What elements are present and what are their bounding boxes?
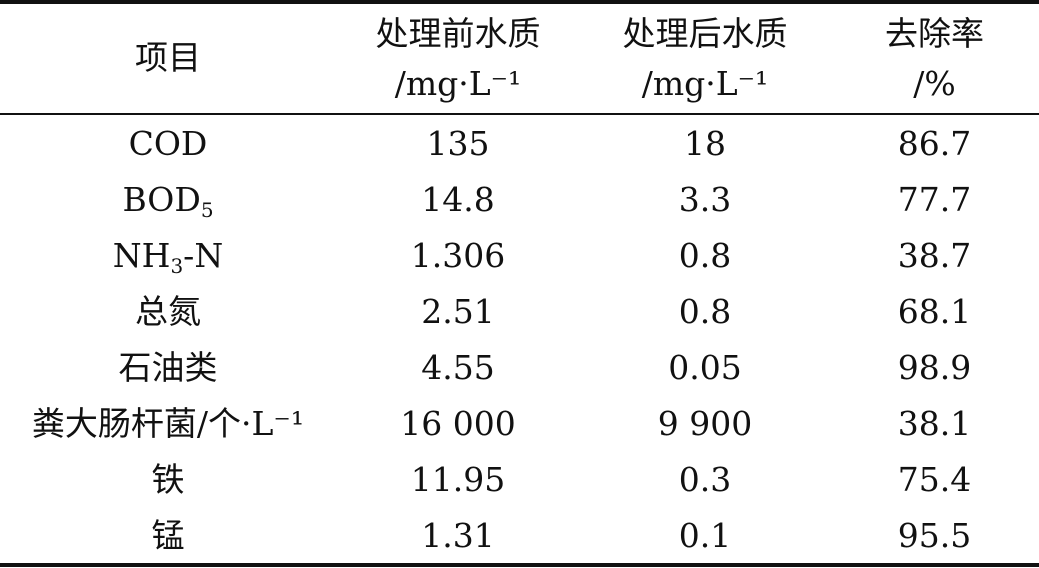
table-cell-before: 16 000 (400, 404, 516, 443)
header-after-line2: /mg·L⁻¹ (641, 64, 769, 103)
table-bottom-rule (0, 563, 1039, 567)
table-cell-rate: 98.9 (897, 348, 972, 387)
table-cell-rate: 38.1 (897, 404, 972, 443)
table-cell-after: 0.8 (678, 236, 732, 275)
table-cell-rate: 38.7 (897, 236, 972, 275)
header-before-line1: 处理前水质 (375, 14, 541, 53)
table-cell-rate: 75.4 (897, 460, 972, 499)
table-cell-after: 0.3 (678, 460, 732, 499)
table-cell-after: 0.8 (678, 292, 732, 331)
table-cell-before: 11.95 (410, 460, 506, 499)
table-cell-rate: 95.5 (897, 516, 972, 555)
table-cell-before: 1.306 (410, 236, 506, 275)
table-cell-rate: 86.7 (897, 124, 972, 163)
table-header-rule (0, 113, 1039, 115)
table-cell-before: 135 (426, 124, 490, 163)
header-rate-line2: /% (913, 64, 956, 103)
table-cell-before: 1.31 (421, 516, 495, 555)
table-cell-after: 0.05 (668, 348, 742, 387)
table-row-item: 锰 (151, 516, 185, 555)
header-after-line1: 处理后水质 (622, 14, 788, 53)
table-row-item: BOD5 (122, 180, 214, 222)
table-row-item: COD (128, 124, 208, 163)
table-cell-after: 9 900 (657, 404, 753, 443)
table-row-item: 总氮 (135, 292, 201, 331)
header-rate-line1: 去除率 (885, 14, 984, 53)
header-before-line2: /mg·L⁻¹ (394, 64, 522, 103)
table-row-item: NH3-N (112, 236, 224, 278)
table-row-item: 粪大肠杆菌/个·L⁻¹ (31, 404, 305, 443)
table-row-item: 铁 (151, 460, 185, 499)
table-cell-rate: 68.1 (897, 292, 972, 331)
table-cell-after: 18 (684, 124, 726, 163)
table-cell-before: 14.8 (421, 180, 495, 219)
table-cell-before: 4.55 (421, 348, 495, 387)
table-top-rule (0, 0, 1039, 4)
table-cell-after: 0.1 (678, 516, 732, 555)
table-cell-before: 2.51 (421, 292, 495, 331)
table-cell-after: 3.3 (678, 180, 732, 219)
table-cell-rate: 77.7 (897, 180, 972, 219)
header-item: 项目 (135, 38, 201, 77)
table-row-item: 石油类 (118, 348, 218, 387)
